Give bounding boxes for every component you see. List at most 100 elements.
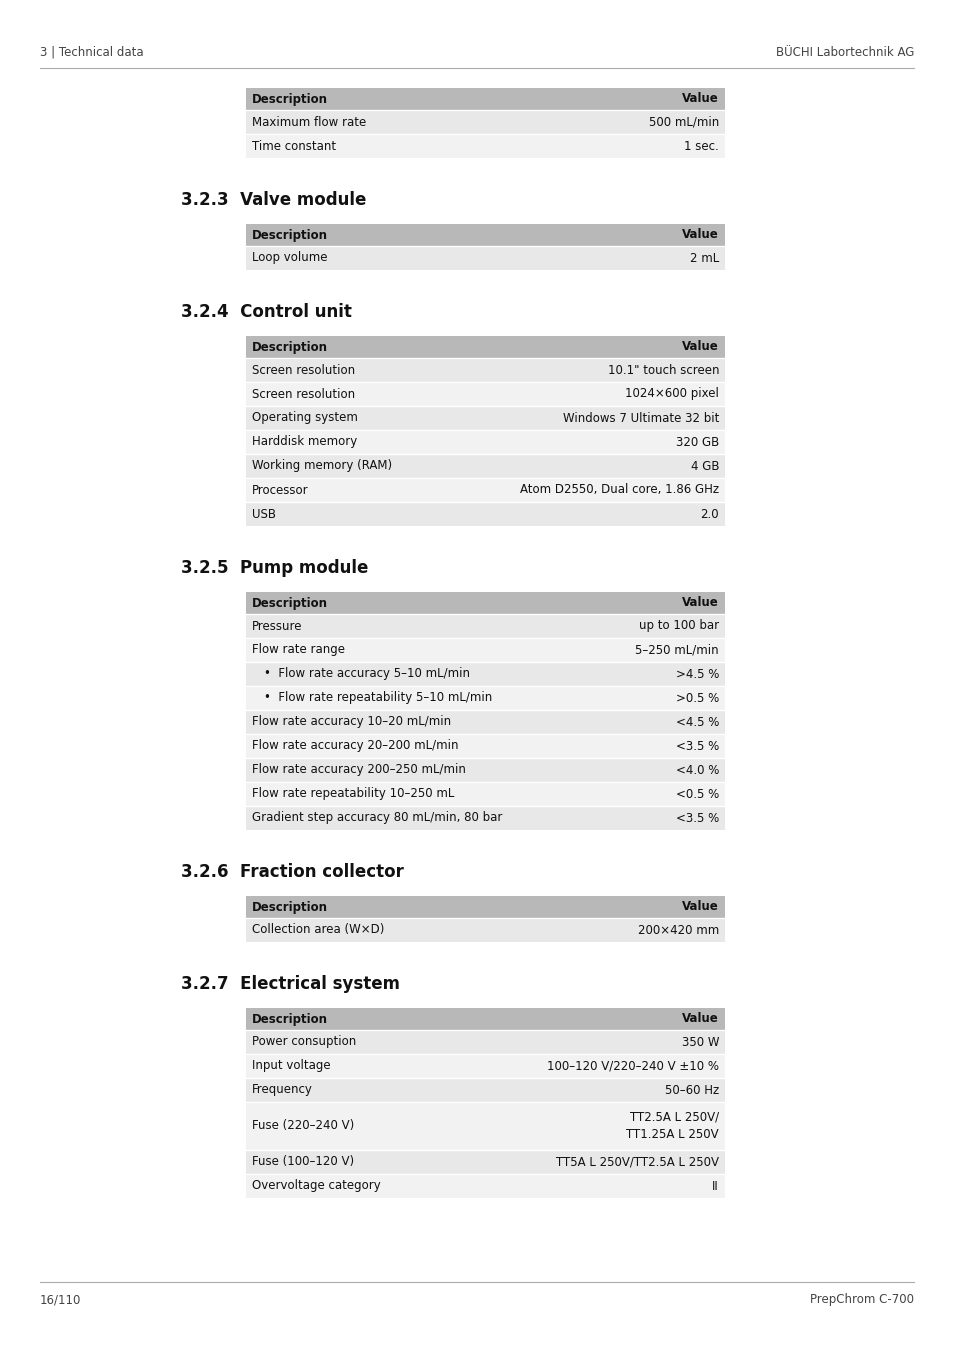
Text: 3.2.7  Electrical system: 3.2.7 Electrical system — [181, 975, 400, 994]
Bar — [246, 806, 724, 830]
Text: 3.2.5  Pump module: 3.2.5 Pump module — [181, 559, 368, 576]
Bar — [246, 896, 724, 918]
Text: Description: Description — [252, 900, 328, 914]
Text: 1024×600 pixel: 1024×600 pixel — [624, 387, 719, 401]
Text: <3.5 %: <3.5 % — [675, 811, 719, 825]
Bar — [246, 1102, 724, 1150]
Text: Value: Value — [681, 228, 719, 242]
Text: Input voltage: Input voltage — [252, 1060, 331, 1072]
Text: •  Flow rate repeatability 5–10 mL/min: • Flow rate repeatability 5–10 mL/min — [264, 691, 492, 705]
Text: TT2.5A L 250V/
TT1.25A L 250V: TT2.5A L 250V/ TT1.25A L 250V — [626, 1111, 719, 1141]
Text: Value: Value — [681, 340, 719, 354]
Bar — [246, 593, 724, 614]
Text: Power consuption: Power consuption — [252, 1035, 356, 1049]
Text: Description: Description — [252, 340, 328, 354]
Text: 350 W: 350 W — [680, 1035, 719, 1049]
Text: <4.0 %: <4.0 % — [675, 764, 719, 776]
Text: >0.5 %: >0.5 % — [675, 691, 719, 705]
Bar — [246, 406, 724, 431]
Text: Processor: Processor — [252, 483, 309, 497]
Text: 500 mL/min: 500 mL/min — [648, 116, 719, 128]
Text: up to 100 bar: up to 100 bar — [639, 620, 719, 633]
Text: 2 mL: 2 mL — [689, 251, 719, 265]
Text: Windows 7 Ultimate 32 bit: Windows 7 Ultimate 32 bit — [562, 412, 719, 424]
Bar — [246, 1054, 724, 1079]
Text: Value: Value — [681, 597, 719, 609]
Text: TT5A L 250V/TT2.5A L 250V: TT5A L 250V/TT2.5A L 250V — [556, 1156, 719, 1169]
Text: Description: Description — [252, 1012, 328, 1026]
Text: 200×420 mm: 200×420 mm — [638, 923, 719, 937]
Text: 3.2.4  Control unit: 3.2.4 Control unit — [181, 302, 352, 321]
Text: 3.2.6  Fraction collector: 3.2.6 Fraction collector — [181, 863, 404, 882]
Text: 2.0: 2.0 — [700, 508, 719, 521]
Bar — [246, 454, 724, 478]
Bar — [246, 734, 724, 757]
Text: II: II — [712, 1180, 719, 1192]
Text: <0.5 %: <0.5 % — [675, 787, 719, 801]
Text: 3.2.3  Valve module: 3.2.3 Valve module — [181, 190, 366, 209]
Bar — [246, 246, 724, 270]
Bar — [246, 478, 724, 502]
Bar — [246, 502, 724, 526]
Text: Description: Description — [252, 597, 328, 609]
Text: Description: Description — [252, 228, 328, 242]
Text: Fuse (220–240 V): Fuse (220–240 V) — [252, 1119, 354, 1133]
Text: 100–120 V/220–240 V ±10 %: 100–120 V/220–240 V ±10 % — [546, 1060, 719, 1072]
Text: 5–250 mL/min: 5–250 mL/min — [635, 644, 719, 656]
Text: Gradient step accuracy 80 mL/min, 80 bar: Gradient step accuracy 80 mL/min, 80 bar — [252, 811, 502, 825]
Text: Flow rate accuracy 200–250 mL/min: Flow rate accuracy 200–250 mL/min — [252, 764, 465, 776]
Bar — [246, 1030, 724, 1054]
Text: Flow rate accuracy 20–200 mL/min: Flow rate accuracy 20–200 mL/min — [252, 740, 458, 752]
Text: Value: Value — [681, 900, 719, 914]
Bar — [246, 224, 724, 246]
Text: Flow rate accuracy 10–20 mL/min: Flow rate accuracy 10–20 mL/min — [252, 716, 451, 729]
Text: Operating system: Operating system — [252, 412, 357, 424]
Bar — [246, 431, 724, 454]
Bar — [246, 757, 724, 782]
Bar — [246, 639, 724, 662]
Bar — [246, 686, 724, 710]
Text: Screen resolution: Screen resolution — [252, 363, 355, 377]
Text: Flow rate repeatability 10–250 mL: Flow rate repeatability 10–250 mL — [252, 787, 454, 801]
Bar — [246, 710, 724, 734]
Bar — [246, 1079, 724, 1102]
Bar — [246, 662, 724, 686]
Text: 4 GB: 4 GB — [690, 459, 719, 472]
Bar — [246, 109, 724, 134]
Text: •  Flow rate accuracy 5–10 mL/min: • Flow rate accuracy 5–10 mL/min — [264, 667, 470, 680]
Text: 50–60 Hz: 50–60 Hz — [664, 1084, 719, 1096]
Text: 320 GB: 320 GB — [675, 436, 719, 448]
Text: Time constant: Time constant — [252, 139, 335, 153]
Bar — [246, 782, 724, 806]
Text: 10.1" touch screen: 10.1" touch screen — [607, 363, 719, 377]
Bar — [246, 1174, 724, 1197]
Bar — [246, 614, 724, 639]
Text: USB: USB — [252, 508, 275, 521]
Bar — [246, 918, 724, 942]
Text: Fuse (100–120 V): Fuse (100–120 V) — [252, 1156, 354, 1169]
Bar — [246, 1150, 724, 1174]
Text: Screen resolution: Screen resolution — [252, 387, 355, 401]
Text: Pressure: Pressure — [252, 620, 302, 633]
Bar — [246, 382, 724, 406]
Bar — [246, 134, 724, 158]
Bar — [246, 336, 724, 358]
Text: Harddisk memory: Harddisk memory — [252, 436, 357, 448]
Text: Working memory (RAM): Working memory (RAM) — [252, 459, 392, 472]
Bar — [246, 88, 724, 109]
Bar — [246, 358, 724, 382]
Text: <4.5 %: <4.5 % — [675, 716, 719, 729]
Text: Description: Description — [252, 93, 328, 105]
Text: Overvoltage category: Overvoltage category — [252, 1180, 380, 1192]
Text: BÜCHI Labortechnik AG: BÜCHI Labortechnik AG — [775, 46, 913, 58]
Text: Maximum flow rate: Maximum flow rate — [252, 116, 366, 128]
Text: Flow rate range: Flow rate range — [252, 644, 345, 656]
Text: Value: Value — [681, 93, 719, 105]
Text: 16/110: 16/110 — [40, 1293, 81, 1307]
Text: 3 | Technical data: 3 | Technical data — [40, 46, 144, 58]
Text: Frequency: Frequency — [252, 1084, 313, 1096]
Text: Atom D2550, Dual core, 1.86 GHz: Atom D2550, Dual core, 1.86 GHz — [519, 483, 719, 497]
Text: >4.5 %: >4.5 % — [675, 667, 719, 680]
Text: Loop volume: Loop volume — [252, 251, 327, 265]
Text: 1 sec.: 1 sec. — [683, 139, 719, 153]
